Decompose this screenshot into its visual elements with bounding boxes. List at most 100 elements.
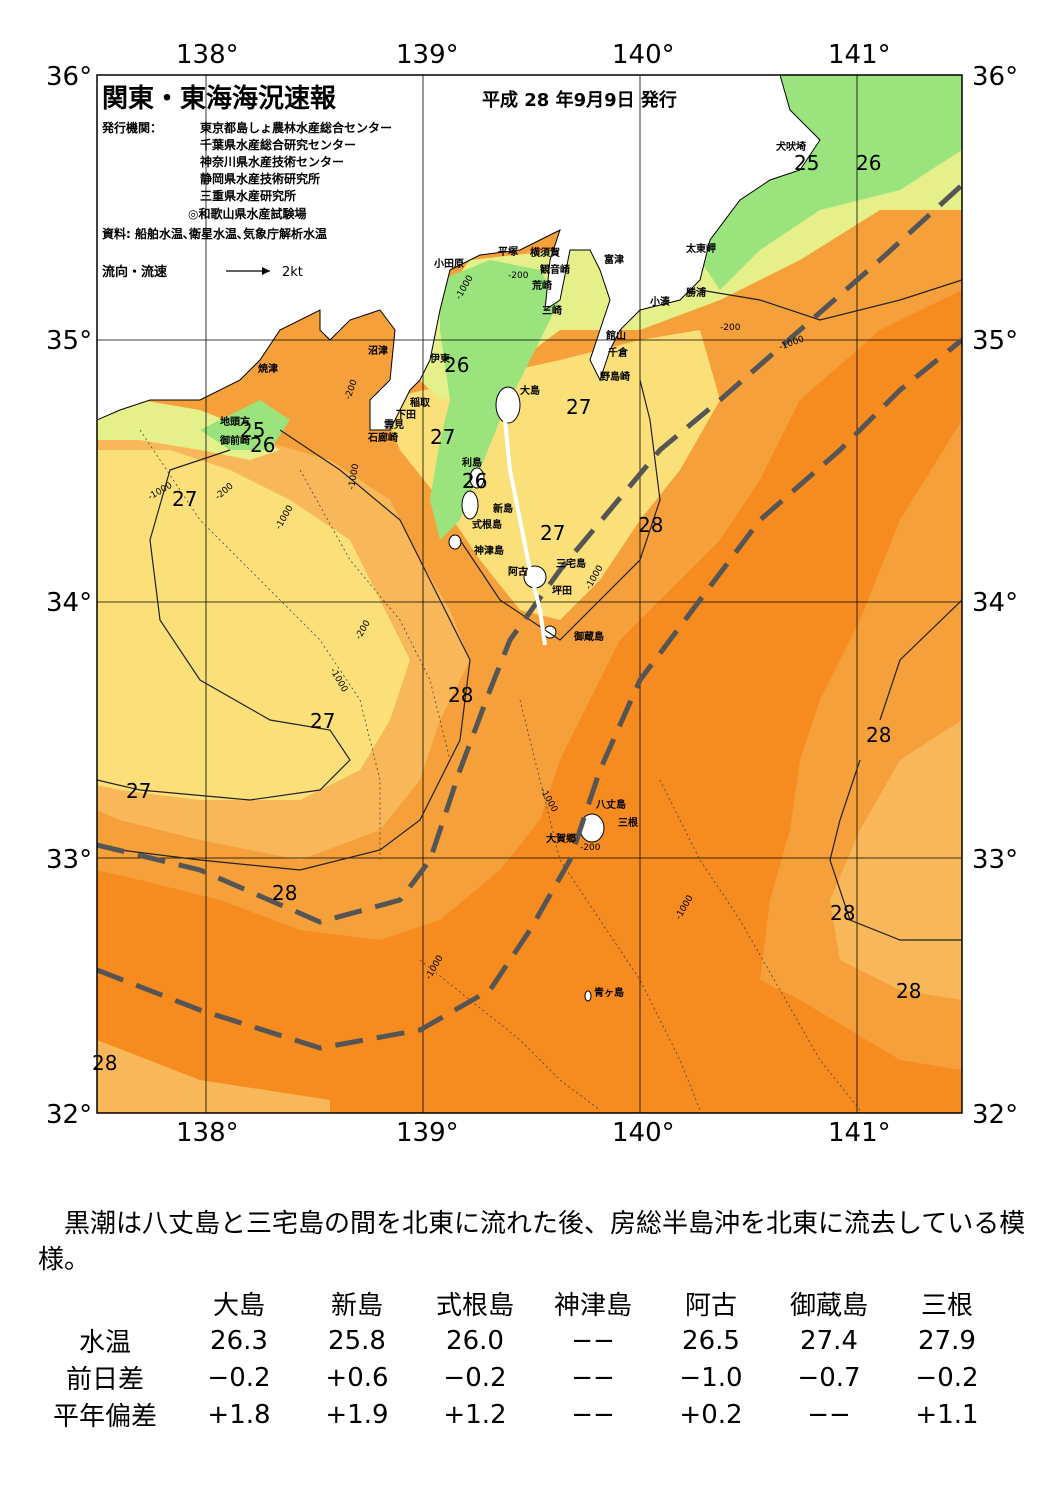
place-name: 勝浦 bbox=[686, 286, 706, 299]
issuer-5: 三重県水産研究所 bbox=[200, 188, 296, 203]
row-label: 前日差 bbox=[65, 1365, 144, 1395]
place-name: 三宅島 bbox=[556, 557, 586, 570]
place-name: 千倉 bbox=[608, 346, 629, 359]
lon-label-top-141: 141° bbox=[828, 40, 891, 70]
lat-label-right-34: 34° bbox=[972, 588, 1019, 618]
sea-27-west-zone bbox=[97, 450, 410, 800]
island-kozushima bbox=[448, 534, 462, 550]
lon-label-top-139: 139° bbox=[396, 40, 459, 70]
grid bbox=[97, 75, 962, 1113]
lat-label-right-36: 36° bbox=[972, 62, 1019, 92]
place-name: 下田 bbox=[396, 409, 416, 421]
lon-label-top-140: 140° bbox=[612, 40, 675, 70]
place-name: 石廊崎 bbox=[367, 431, 398, 444]
sea-25-sagami-zone bbox=[430, 260, 560, 540]
place-name: 利島 bbox=[462, 456, 482, 469]
issuer-4: 静岡県水産技術研究所 bbox=[200, 171, 320, 186]
map-svg: 関東・東海海況速報 平成 28 年9月9日 発行 発行機関： 東京都島しょ農林水… bbox=[92, 74, 963, 1114]
place-name: 焼津 bbox=[258, 362, 278, 375]
isotherm-label: 25 bbox=[794, 151, 819, 175]
place-name: 横須賀 bbox=[530, 246, 560, 259]
row-label: 平年偏差 bbox=[52, 1402, 157, 1432]
table-cell: 27.4 bbox=[800, 1325, 858, 1356]
table-cell: 26.0 bbox=[446, 1325, 504, 1356]
sea-27-east-zone bbox=[830, 720, 962, 1000]
lat-label-right-35: 35° bbox=[972, 326, 1019, 356]
flow-legend-arrowhead bbox=[262, 267, 270, 275]
map-border bbox=[96, 74, 963, 1114]
place-name: 小田原 bbox=[433, 257, 464, 270]
sea-25-omaezaki-zone bbox=[200, 400, 290, 450]
depth-label: -1000 bbox=[347, 463, 361, 491]
table-row: 平年偏差 +1.8 +1.9 +1.2 −− +0.2 −− +1.1 bbox=[30, 1396, 1006, 1433]
depth-label: -200 bbox=[720, 323, 741, 333]
place-name: 御前崎 bbox=[219, 434, 250, 447]
isotherm-label: 26 bbox=[856, 151, 881, 175]
source-note: 資料: 船舶水温､衛星水温､気象庁解析水温 bbox=[102, 226, 327, 241]
place-name: 沼津 bbox=[368, 344, 388, 357]
isotherm-label: 26 bbox=[462, 469, 487, 493]
lat-label-left-32: 32° bbox=[46, 1100, 93, 1130]
place-name: 式根島 bbox=[472, 518, 502, 531]
isotherm-label: 27 bbox=[172, 487, 197, 511]
isotherm-label: 28 bbox=[272, 881, 297, 905]
place-name: 大島 bbox=[520, 384, 540, 397]
kuroshio-axis bbox=[97, 183, 962, 1051]
lat-label-left-35: 35° bbox=[46, 326, 93, 356]
isotherm-label: 27 bbox=[430, 425, 455, 449]
place-name: 阿古 bbox=[508, 565, 528, 578]
isotherm-label: 28 bbox=[92, 1051, 117, 1075]
table-cell: −0.7 bbox=[797, 1362, 861, 1393]
table-header-row: 大島 新島 式根島 神津島 阿古 御蔵島 三根 bbox=[30, 1285, 1006, 1322]
place-name: 大賀郷 bbox=[546, 832, 576, 845]
table-cell: 25.8 bbox=[328, 1325, 386, 1356]
table-cell: 27.9 bbox=[918, 1325, 976, 1356]
depth-label: -200 bbox=[508, 271, 529, 281]
sea-temperature-map: 関東・東海海況速報 平成 28 年9月9日 発行 発行機関： 東京都島しょ農林水… bbox=[92, 74, 963, 1114]
table-cell: +1.8 bbox=[207, 1399, 271, 1430]
isotherm-label: 28 bbox=[638, 513, 663, 537]
lat-label-right-32: 32° bbox=[972, 1100, 1019, 1130]
issuer-label: 発行機関： bbox=[101, 120, 162, 135]
table-cell: −1.0 bbox=[679, 1362, 743, 1393]
depth-contours bbox=[139, 429, 861, 1111]
place-name: 太東岬 bbox=[685, 242, 716, 255]
place-name: 地頭方 bbox=[220, 415, 250, 428]
issuer-1: 東京都島しょ農林水産総合センター bbox=[200, 120, 392, 135]
sea-28-sw-zone bbox=[97, 1040, 330, 1113]
place-name: 野島崎 bbox=[600, 370, 630, 383]
isotherm-label: 27 bbox=[540, 521, 565, 545]
island-aogashima bbox=[584, 990, 592, 1002]
issuer-2: 千葉県水産総合研究センター bbox=[200, 137, 356, 152]
table-cell: +1.2 bbox=[443, 1399, 507, 1430]
table-row: 前日差 −0.2 +0.6 −0.2 −− −1.0 −0.7 −0.2 bbox=[30, 1359, 1006, 1396]
place-name: 平塚 bbox=[498, 245, 518, 258]
column-header: 新島 bbox=[330, 1291, 383, 1321]
island-niijima bbox=[461, 490, 479, 520]
place-name: 八丈島 bbox=[595, 798, 626, 811]
table-corner bbox=[30, 1285, 180, 1322]
table-cell: −− bbox=[807, 1399, 851, 1430]
row-label: 水温 bbox=[78, 1328, 131, 1358]
lon-label-bottom-140: 140° bbox=[612, 1118, 675, 1148]
lon-label-top-138: 138° bbox=[176, 40, 239, 70]
isotherm-label: 25 bbox=[240, 418, 265, 442]
lon-label-bottom-138: 138° bbox=[176, 1118, 239, 1148]
isotherm-label: 28 bbox=[896, 979, 921, 1003]
table-cell: −0.2 bbox=[207, 1362, 271, 1393]
table-cell: −0.2 bbox=[443, 1362, 507, 1393]
isotherm-label: 26 bbox=[462, 469, 487, 493]
place-name: 富津 bbox=[604, 253, 624, 266]
isotherm-label: 27 bbox=[566, 395, 591, 419]
place-name: 犬吠埼 bbox=[776, 140, 806, 153]
sea-25-kanto-zone bbox=[700, 75, 962, 290]
place-name: 雲見 bbox=[384, 419, 404, 431]
summary-text: 黒潮は八丈島と三宅島の間を北東に流れた後、房総半島沖を北東に流去している模様。 bbox=[38, 1209, 1026, 1275]
lat-label-right-33: 33° bbox=[972, 845, 1019, 875]
table-cell: −− bbox=[571, 1325, 615, 1356]
isotherm-label: 28 bbox=[830, 901, 855, 925]
isotherm-label: 27 bbox=[126, 779, 151, 803]
issuer-3: 神奈川県水産技術センター bbox=[200, 154, 344, 169]
island-toshima bbox=[469, 467, 485, 489]
column-header: 御蔵島 bbox=[789, 1291, 868, 1321]
